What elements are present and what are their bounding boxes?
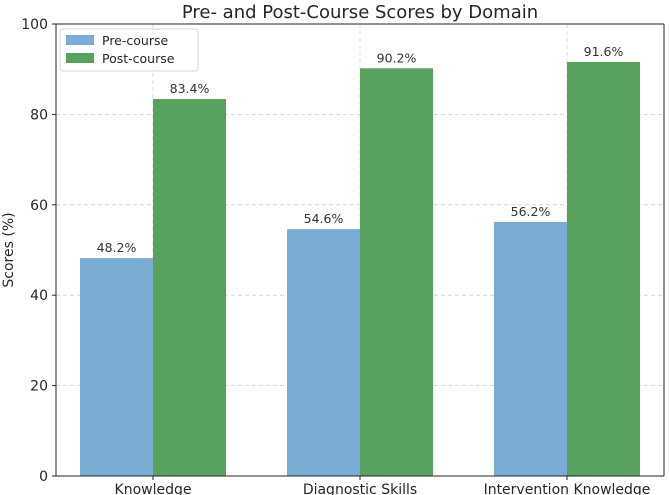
ticks-layer: 0 20 40 60 80 100 Knowledge Diagnostic Skills In… <box>21 17 650 495</box>
bar-value-label: 56.2% <box>511 204 551 219</box>
bars-layer <box>80 61 640 477</box>
y-axis-label: Scores (%) <box>1 212 17 287</box>
legend-label: Post-course <box>102 51 175 66</box>
legend-label: Pre-course <box>102 33 168 48</box>
x-tick-label: Intervention Knowledge <box>484 482 651 495</box>
bar-post-course <box>153 99 226 477</box>
legend-swatch <box>66 35 94 45</box>
x-tick-label: Diagnostic Skills <box>303 482 417 495</box>
bar-value-label: 90.2% <box>377 50 417 65</box>
bar-pre-course <box>287 229 360 476</box>
y-tick-label: 40 <box>30 288 48 304</box>
bar-pre-course <box>494 221 567 476</box>
bar-post-course <box>360 68 433 477</box>
axes-layer <box>55 23 665 477</box>
y-tick-label: 100 <box>21 17 48 33</box>
bar-value-label: 91.6% <box>584 44 624 59</box>
bar-post-course <box>567 61 640 477</box>
y-tick-label: 60 <box>30 198 48 214</box>
legend-box <box>59 28 199 72</box>
y-tick-label: 20 <box>30 379 48 395</box>
y-tick-label: 80 <box>30 107 48 123</box>
legend-swatch <box>66 53 94 63</box>
bar-pre-course <box>80 258 153 476</box>
legend: Pre-course Post-course <box>59 28 199 72</box>
bar-value-label: 54.6% <box>304 211 344 226</box>
data-labels-layer: 48.2% 54.6% 56.2% 83.4% 90.2% 91.6% <box>97 44 624 255</box>
chart-title: Pre- and Post-Course Scores by Domain <box>182 2 538 23</box>
bar-value-label: 48.2% <box>97 240 137 255</box>
x-tick-label: Knowledge <box>115 482 192 495</box>
y-tick-label: 0 <box>39 469 48 485</box>
bar-value-label: 83.4% <box>170 81 210 96</box>
